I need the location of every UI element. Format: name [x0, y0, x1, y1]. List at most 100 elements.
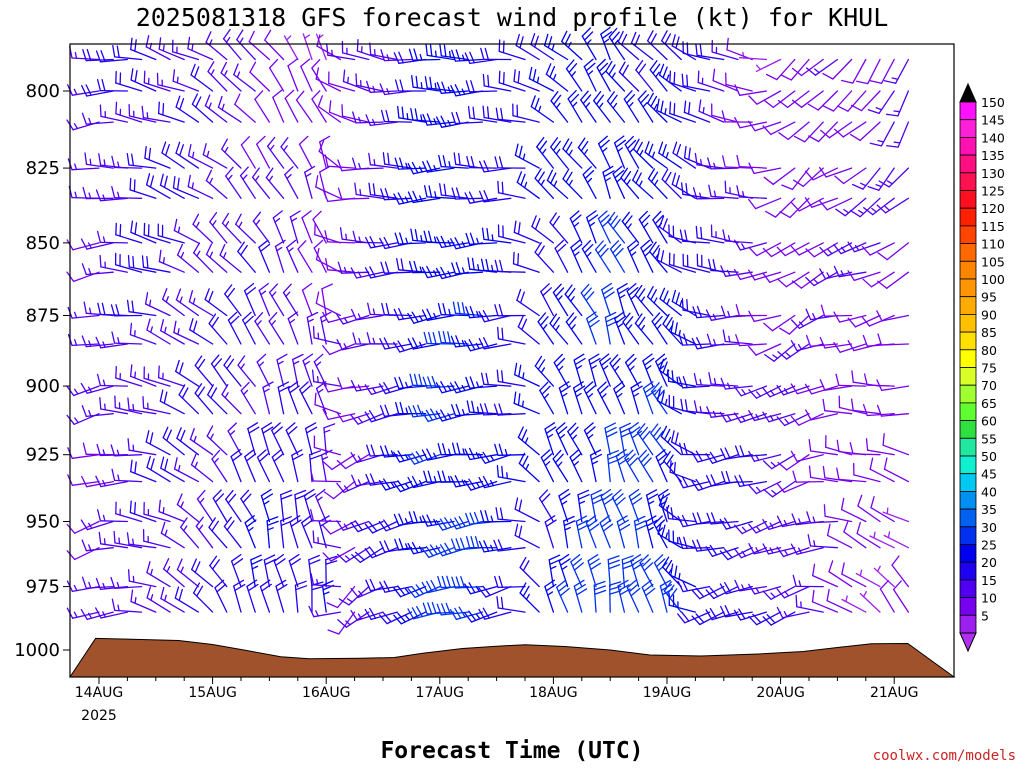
- wind-barb: [172, 69, 200, 92]
- wind-barb: [364, 546, 398, 559]
- wind-barb: [322, 454, 356, 471]
- wind-barb: [309, 450, 322, 483]
- wind-barb: [336, 411, 370, 423]
- wind-barb: [849, 197, 881, 218]
- wind-barb: [127, 438, 157, 456]
- wind-barb: [466, 155, 498, 169]
- wind-barb: [841, 595, 867, 613]
- wind-barb: [320, 311, 332, 345]
- wind-barb: [886, 121, 910, 148]
- wind-barb: [130, 589, 157, 613]
- wind-barb: [209, 212, 228, 244]
- wind-barb: [494, 304, 526, 317]
- wind-barb: [481, 227, 512, 244]
- wind-barb: [777, 343, 810, 360]
- wind-barb: [220, 61, 242, 92]
- colorbar-swatch: [959, 597, 977, 616]
- wind-barb: [826, 523, 853, 549]
- wind-barb: [129, 364, 157, 387]
- wind-barb: [616, 283, 629, 317]
- wind-barb: [251, 167, 271, 199]
- wind-barb: [478, 451, 512, 464]
- wind-barb: [451, 111, 484, 125]
- colorbar-swatch: [959, 614, 977, 634]
- colorbar-label: 60: [981, 414, 997, 429]
- colorbar-swatch: [959, 278, 977, 298]
- x-tick-label: 21AUG: [870, 685, 919, 701]
- wind-barb: [191, 93, 214, 123]
- wind-barb: [637, 449, 654, 483]
- wind-barb: [669, 70, 697, 92]
- wind-barb: [450, 84, 484, 97]
- wind-barb: [326, 43, 356, 61]
- wind-barb: [145, 35, 171, 61]
- wind-barb: [249, 61, 271, 92]
- wind-barb: [634, 313, 654, 345]
- wind-barb: [313, 239, 327, 273]
- wind-barb: [189, 427, 214, 456]
- wind-barb: [126, 532, 157, 549]
- wind-barb: [804, 167, 839, 181]
- wind-barb: [325, 555, 338, 588]
- wind-barb: [580, 90, 597, 123]
- wind-barb: [517, 315, 540, 345]
- colorbar-swatch: [959, 296, 977, 315]
- wind-barb: [626, 283, 640, 317]
- wind-barb: [805, 409, 839, 421]
- wind-barb: [583, 422, 597, 456]
- wind-barb: [681, 298, 711, 317]
- wind-barb: [144, 292, 171, 317]
- wind-barb: [790, 197, 824, 212]
- wind-barb: [465, 305, 498, 319]
- wind-barb: [634, 284, 654, 317]
- wind-barb: [624, 449, 640, 483]
- wind-barb: [310, 469, 342, 483]
- wind-barb: [115, 501, 143, 523]
- wind-barb: [174, 586, 200, 613]
- wind-barb: [144, 146, 171, 169]
- wind-barb: [878, 167, 910, 188]
- wind-barb: [498, 39, 526, 61]
- wind-barb: [600, 26, 613, 61]
- wind-barb: [826, 588, 853, 613]
- colorbar-swatch: [959, 420, 977, 439]
- colorbar-swatch: [959, 473, 977, 492]
- wind-barb: [726, 37, 753, 61]
- wind-barb: [870, 496, 895, 523]
- wind-barb: [495, 107, 526, 123]
- credit-link[interactable]: coolwx.com/models: [873, 748, 1016, 764]
- wind-barb: [208, 517, 228, 549]
- wind-barb: [847, 270, 881, 282]
- wind-barb: [393, 307, 427, 321]
- colorbar-label: 80: [981, 343, 997, 358]
- wind-barb: [81, 84, 114, 97]
- wind-barb: [225, 166, 242, 199]
- wind-barb: [240, 381, 256, 415]
- wind-barb: [645, 515, 658, 549]
- wind-barb: [765, 197, 796, 218]
- colorbar-label: 120: [981, 201, 1005, 216]
- wind-barb: [478, 190, 512, 203]
- wind-barb: [378, 478, 413, 491]
- wind-barb: [378, 611, 413, 625]
- wind-barb: [258, 282, 271, 317]
- wind-barb: [99, 396, 129, 415]
- colorbar-swatch: [959, 154, 977, 174]
- wind-barb: [423, 185, 455, 199]
- wind-barb: [791, 271, 824, 289]
- wind-barb: [127, 254, 157, 273]
- wind-barb: [350, 308, 384, 321]
- wind-barb: [324, 230, 356, 244]
- wind-barb: [243, 282, 256, 317]
- wind-barb: [722, 155, 753, 169]
- wind-barb: [264, 29, 285, 61]
- wind-barb: [143, 502, 171, 523]
- wind-barb: [819, 197, 853, 211]
- wind-barb: [217, 95, 242, 123]
- wind-barb: [594, 240, 611, 273]
- wind-barb: [638, 210, 654, 244]
- wind-barb: [204, 94, 228, 123]
- wind-barb: [187, 174, 214, 199]
- wind-barb: [661, 168, 682, 199]
- wind-barb: [227, 311, 242, 345]
